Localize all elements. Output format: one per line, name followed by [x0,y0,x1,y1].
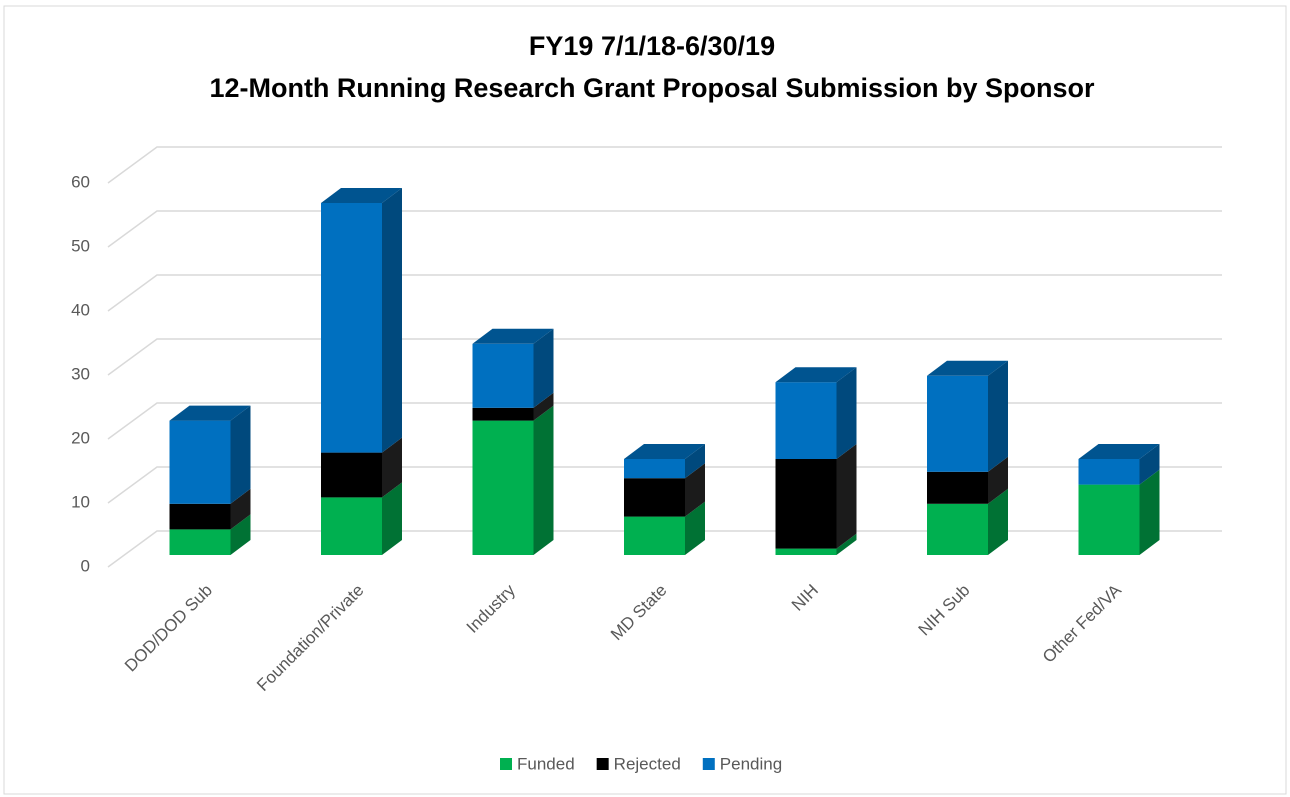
bar [775,382,837,459]
bar [927,375,988,472]
bar-top [1078,444,1160,459]
y-tick-label: 20 [71,428,90,447]
bar-side [230,488,251,530]
legend-label: Pending [720,754,782,773]
bar-side [988,456,1008,504]
bar [624,516,685,555]
bar-side [230,514,251,555]
bar-side [988,360,1008,472]
bar [1078,484,1140,555]
bar-side [836,533,857,555]
y-tick-label: 50 [71,236,90,255]
bar-side [836,367,857,459]
grid-line [107,274,1222,312]
grid-line [107,338,1222,376]
bar-side [1139,444,1160,485]
y-tick-label: 0 [81,556,90,575]
bar [321,497,382,555]
bar [169,529,231,555]
grid-line [107,466,1222,504]
bar-side [533,392,554,421]
chart-subtitle: 12-Month Running Research Grant Proposal… [209,73,1095,103]
bar-top [169,405,251,421]
y-tick-label: 30 [71,364,90,383]
y-tick-label: 10 [71,492,90,511]
y-tick-label: 60 [71,172,90,191]
bar [775,459,837,549]
bar [472,420,534,555]
bar-side [685,501,705,555]
bar [169,420,231,504]
bar [169,503,231,530]
bar-side [1139,469,1160,555]
bar-top [624,444,705,459]
bar-side [230,405,251,504]
bar [624,478,685,517]
bar [775,548,837,555]
bar-side [533,405,554,555]
bar [472,343,534,408]
chart-title: FY19 7/1/18-6/30/19 [529,31,775,61]
grid-line [107,402,1222,440]
bar-side [533,328,554,408]
bar [321,452,382,498]
bar [1078,459,1140,485]
bar [624,459,685,479]
grid-line [107,210,1222,248]
legend-swatch [500,758,512,770]
legend-label: Rejected [614,754,681,773]
bar-top [927,360,1008,376]
legend-label: Funded [517,754,575,773]
bar-side [382,482,402,555]
bar [472,407,534,421]
bar-top [321,188,402,203]
bar [321,203,382,453]
bar-side [685,444,705,479]
chart-border [3,5,1287,795]
bar-side [685,463,705,517]
bar-side [988,488,1008,555]
legend-swatch [596,758,609,770]
legend-swatch [702,758,715,770]
y-tick-label: 40 [71,300,90,319]
bar-top [775,367,857,383]
bar-top [472,328,554,344]
bar [927,471,988,504]
bar-side [382,188,402,453]
bar [927,503,988,555]
bar-side [836,444,857,549]
bar-side [382,437,402,498]
grid-line [107,530,1222,568]
grid-line [107,146,1222,184]
